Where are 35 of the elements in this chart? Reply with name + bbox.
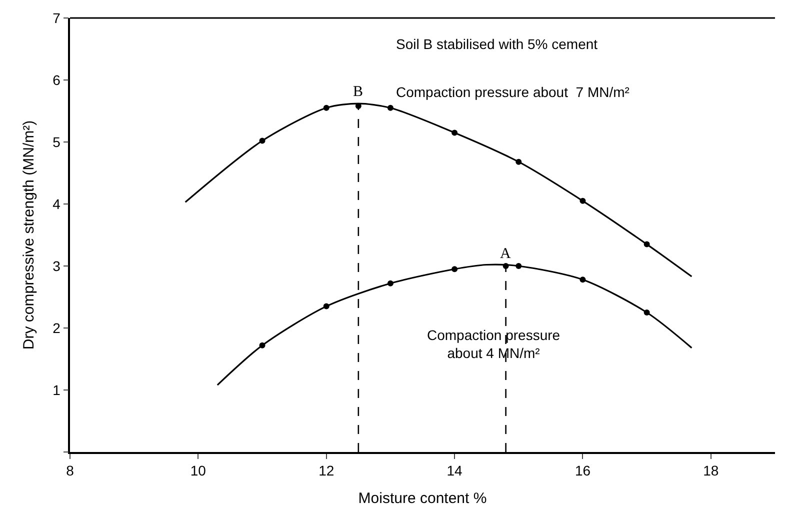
point [644, 310, 650, 316]
x-tick-label: 16 [574, 462, 591, 479]
point [452, 266, 458, 272]
y-axis-title: Dry compressive strength (MN/m²) [20, 120, 38, 350]
y-tick-label: 2 [52, 320, 61, 336]
x-axis-title: Moisture content % [358, 490, 487, 508]
annotation: Soil B stabilised with 5% cement [396, 36, 598, 52]
x-tick-label: 18 [703, 462, 719, 479]
annotation: Compaction pressure about 4 MN/m² [427, 327, 560, 362]
ref-line-label: B [353, 84, 364, 100]
line-series [216, 263, 692, 386]
point [580, 276, 586, 283]
x-tick-label: 14 [446, 462, 463, 479]
x-tick-label: 10 [190, 462, 206, 479]
y-tick-label: 5 [52, 134, 61, 150]
y-tick-label: 4 [52, 196, 61, 212]
point [644, 241, 650, 248]
x-tick-label: 8 [66, 462, 74, 479]
ref-line-label: A [500, 246, 511, 262]
point [452, 130, 458, 136]
point [580, 198, 586, 204]
point [387, 280, 394, 286]
point [323, 104, 330, 111]
y-tick-label: 1 [52, 382, 61, 398]
point [259, 138, 266, 144]
point [516, 263, 522, 269]
y-tick-label: 6 [52, 72, 61, 88]
y-tick-label: 7 [52, 10, 61, 26]
point [323, 303, 330, 310]
annotation: Compaction pressure about 7 MN/m² [396, 84, 630, 100]
point [387, 104, 394, 111]
point [259, 342, 266, 348]
x-tick-label: 12 [318, 462, 334, 479]
point [516, 158, 522, 165]
y-tick-label: 3 [52, 258, 61, 274]
